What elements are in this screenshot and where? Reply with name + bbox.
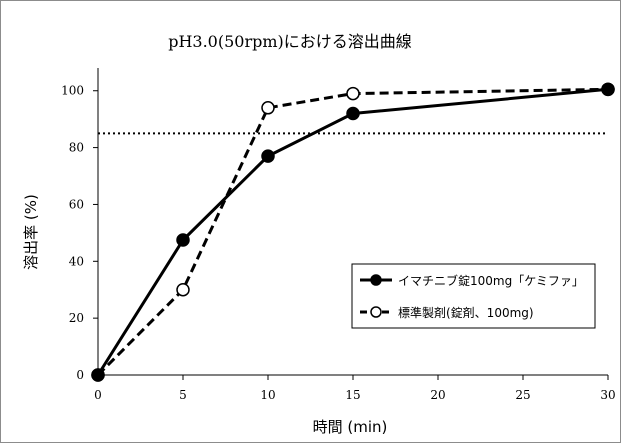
y-tick-label: 40 (69, 254, 84, 268)
y-tick-label: 20 (69, 311, 84, 325)
series-1-point (91, 368, 105, 382)
x-ticks: 0 5 10 15 20 25 30 (94, 375, 616, 402)
series-1-point (601, 82, 615, 97)
series-line-2 (96, 87, 609, 377)
series-layer (91, 82, 615, 382)
series-line-1 (96, 87, 609, 376)
x-tick-label: 15 (345, 388, 360, 402)
series-1-point (176, 233, 190, 247)
legend-marker-series-2 (370, 306, 382, 318)
legend-label-series-1: イマチニブ錠100mg「ケミファ」 (398, 273, 584, 288)
legend-label-series-2: 標準製剤(錠剤、100mg) (398, 305, 534, 320)
y-tick-label: 100 (61, 84, 84, 98)
y-tick-label: 60 (69, 197, 84, 211)
chart-title: pH3.0(50rpm)における溶出曲線 (168, 32, 412, 51)
x-tick-label: 25 (515, 388, 530, 402)
x-tick-label: 10 (260, 388, 275, 402)
series-2-point (176, 282, 190, 297)
series-2-point (346, 86, 360, 101)
x-tick-label: 5 (179, 388, 187, 402)
x-tick-label: 30 (600, 388, 615, 402)
legend: イマチニブ錠100mg「ケミファ」 標準製剤(錠剤、100mg) (351, 263, 596, 329)
series-2-point (261, 101, 275, 115)
y-ticks: 0 20 40 60 80 100 (61, 84, 98, 382)
x-axis-label: 時間 (min) (313, 418, 388, 436)
series-1-point (261, 149, 275, 163)
series-1-point (346, 106, 360, 121)
x-tick-label: 20 (430, 388, 445, 402)
legend-box (351, 263, 596, 329)
y-tick-label: 0 (76, 368, 84, 382)
y-tick-label: 80 (69, 141, 84, 155)
x-tick-label: 0 (94, 388, 102, 402)
y-axis-label: 溶出率 (%) (22, 194, 40, 270)
legend-marker-series-1 (370, 274, 382, 286)
